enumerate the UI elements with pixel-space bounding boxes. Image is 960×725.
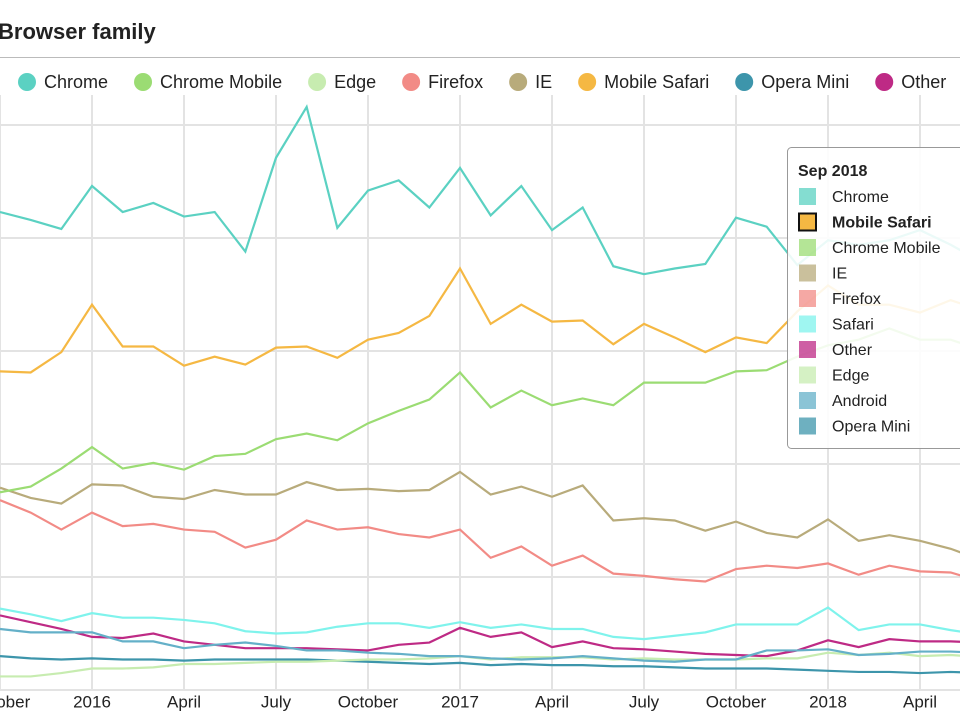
legend-item: Edge [308, 72, 376, 92]
x-tick-label: 2018 [809, 692, 847, 711]
tooltip-label: Chrome [832, 189, 889, 206]
x-tick-label: October [0, 692, 31, 711]
x-tick-label: October [338, 692, 399, 711]
tooltip-swatch [799, 316, 816, 333]
tooltip-swatch [799, 341, 816, 358]
tooltip-label: IE [832, 266, 847, 283]
legend-label: Chrome Mobile [160, 72, 282, 92]
legend-item: Firefox [402, 72, 483, 92]
x-tick-label: April [903, 692, 937, 711]
tooltip-label: Safari [832, 317, 874, 334]
legend-label: Opera Mini [761, 72, 849, 92]
tooltip-swatch [799, 392, 816, 409]
chart-title: Browser family [0, 19, 156, 44]
legend-marker [875, 73, 893, 91]
legend-item: IE [509, 72, 552, 92]
legend-item: Chrome [18, 72, 108, 92]
x-tick-label: July [261, 692, 292, 711]
legend-label: Other [901, 72, 946, 92]
tooltip-label: Firefox [832, 291, 881, 308]
tooltip-swatch [799, 239, 816, 256]
legend-marker [18, 73, 36, 91]
legend-item: Other [875, 72, 946, 92]
tooltip-swatch [799, 214, 816, 231]
tooltip-label: Opera Mini [832, 419, 910, 436]
tooltip-swatch [799, 418, 816, 435]
legend-label: Mobile Safari [604, 72, 709, 92]
tooltip-label: Edge [832, 368, 869, 385]
legend-item: Chrome Mobile [134, 72, 282, 92]
legend-label: Edge [334, 72, 376, 92]
legend-item: Mobile Safari [578, 72, 709, 92]
x-tick-label: 2017 [441, 692, 479, 711]
legend-item: Opera Mini [735, 72, 849, 92]
x-tick-label: April [535, 692, 569, 711]
x-tick-label: April [167, 692, 201, 711]
tooltip-label: Android [832, 393, 887, 410]
x-tick-label: 2016 [73, 692, 111, 711]
tooltip-swatch [799, 265, 816, 282]
x-tick-label: October [706, 692, 767, 711]
tooltip-title: Sep 2018 [798, 163, 867, 180]
tooltip-swatch [799, 290, 816, 307]
legend-marker [509, 73, 527, 91]
legend-marker [308, 73, 326, 91]
legend-marker [134, 73, 152, 91]
legend-marker [402, 73, 420, 91]
tooltip-swatch [799, 188, 816, 205]
legend-label: Firefox [428, 72, 483, 92]
legend-label: Chrome [44, 72, 108, 92]
legend-marker [735, 73, 753, 91]
tooltip-swatch [799, 367, 816, 384]
tooltip-label: Chrome Mobile [832, 240, 941, 257]
series-line [0, 500, 960, 581]
legend-marker [578, 73, 596, 91]
tooltip-label: Other [832, 342, 873, 359]
tooltip-label: Mobile Safari [832, 215, 932, 232]
x-tick-label: July [629, 692, 660, 711]
legend-label: IE [535, 72, 552, 92]
